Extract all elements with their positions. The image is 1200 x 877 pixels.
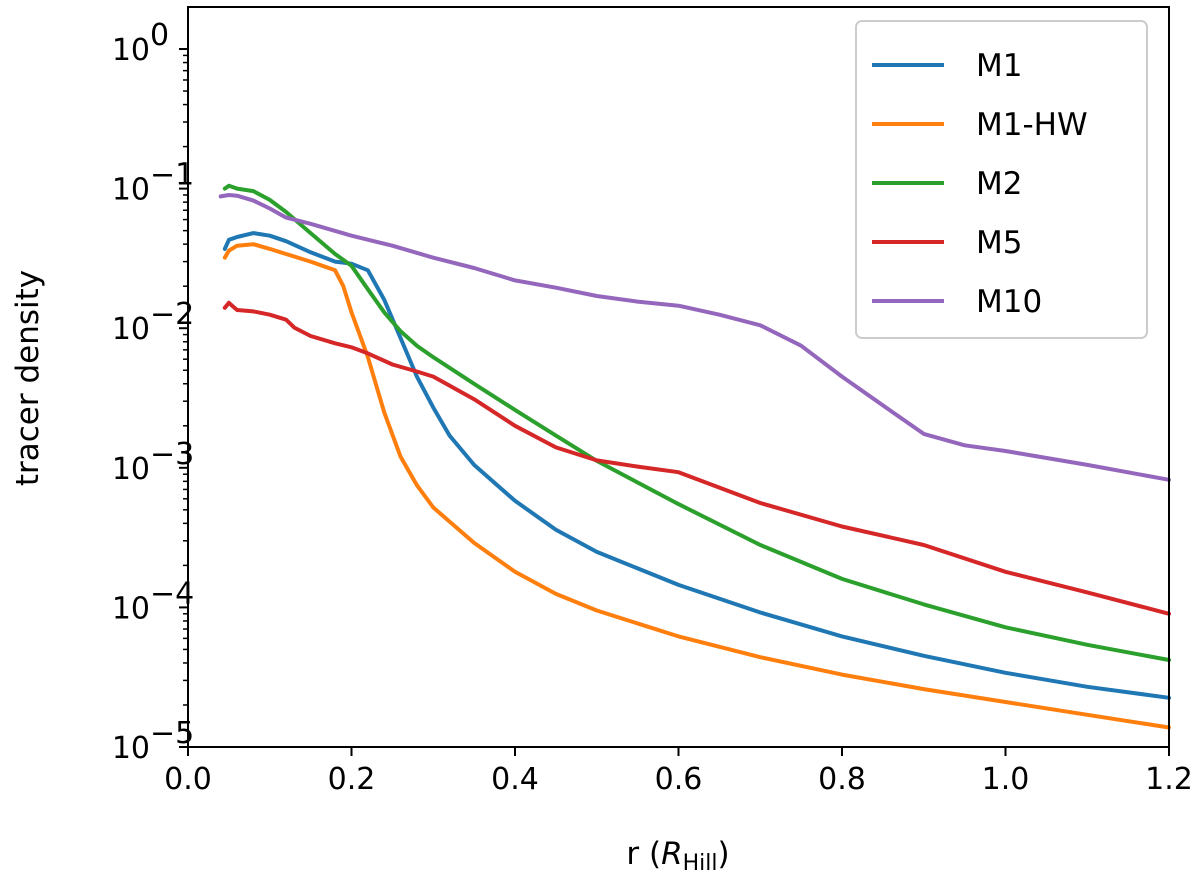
- x-axis-label-main: r (: [626, 836, 661, 872]
- legend-entries: M1 M1-HW M2 M5 M10: [872, 48, 1088, 320]
- y-tick-exponent: −3: [150, 437, 194, 472]
- y-tick-exponent: −2: [150, 297, 194, 332]
- legend-label-m2: M2: [976, 166, 1022, 202]
- x-axis-label-symbol: R: [661, 836, 683, 872]
- legend-label-m1-hw: M1-HW: [976, 107, 1088, 143]
- series-line-m1: [222, 231, 1171, 700]
- x-tick-label: 0.2: [328, 762, 376, 797]
- series-line-m1-hw: [222, 242, 1171, 730]
- y-tick-label: 10: [112, 452, 150, 487]
- y-tick-exponent: 0: [150, 18, 169, 53]
- y-axis-label: tracer density: [10, 270, 46, 486]
- x-tick-label: 0.8: [818, 762, 866, 797]
- x-tick-label: 0.0: [164, 762, 212, 797]
- x-axis-label-close: ): [718, 836, 730, 872]
- y-tick-label: 10: [112, 312, 150, 347]
- series-line-m2: [222, 183, 1171, 662]
- series-layer: [218, 183, 1171, 730]
- x-tick-label: 1.2: [1145, 762, 1193, 797]
- series-line-m5: [222, 300, 1171, 616]
- legend-label-m10: M10: [976, 284, 1042, 320]
- legend-label-m1: M1: [976, 48, 1022, 84]
- y-tick-exponent: −5: [150, 716, 194, 751]
- y-tick-exponent: −4: [150, 576, 194, 611]
- x-tick-label: 0.6: [655, 762, 703, 797]
- y-tick-label: 10: [112, 33, 150, 68]
- x-tick-label: 1.0: [982, 762, 1030, 797]
- y-tick-label: 10: [112, 173, 150, 208]
- y-tick-label: 10: [112, 731, 150, 766]
- x-axis-label-subscript: Hill: [683, 851, 718, 876]
- x-tick-label: 0.4: [491, 762, 539, 797]
- x-axis-label: r (RHill): [626, 836, 729, 876]
- legend-label-m5: M5: [976, 225, 1022, 261]
- y-tick-exponent: −1: [150, 158, 194, 193]
- legend-box: [855, 20, 1148, 339]
- plot-frame: [187, 6, 1170, 748]
- series-line-m10: [218, 193, 1171, 482]
- legend: M1 M1-HW M2 M5 M10: [855, 20, 1148, 339]
- y-tick-label: 10: [112, 591, 150, 626]
